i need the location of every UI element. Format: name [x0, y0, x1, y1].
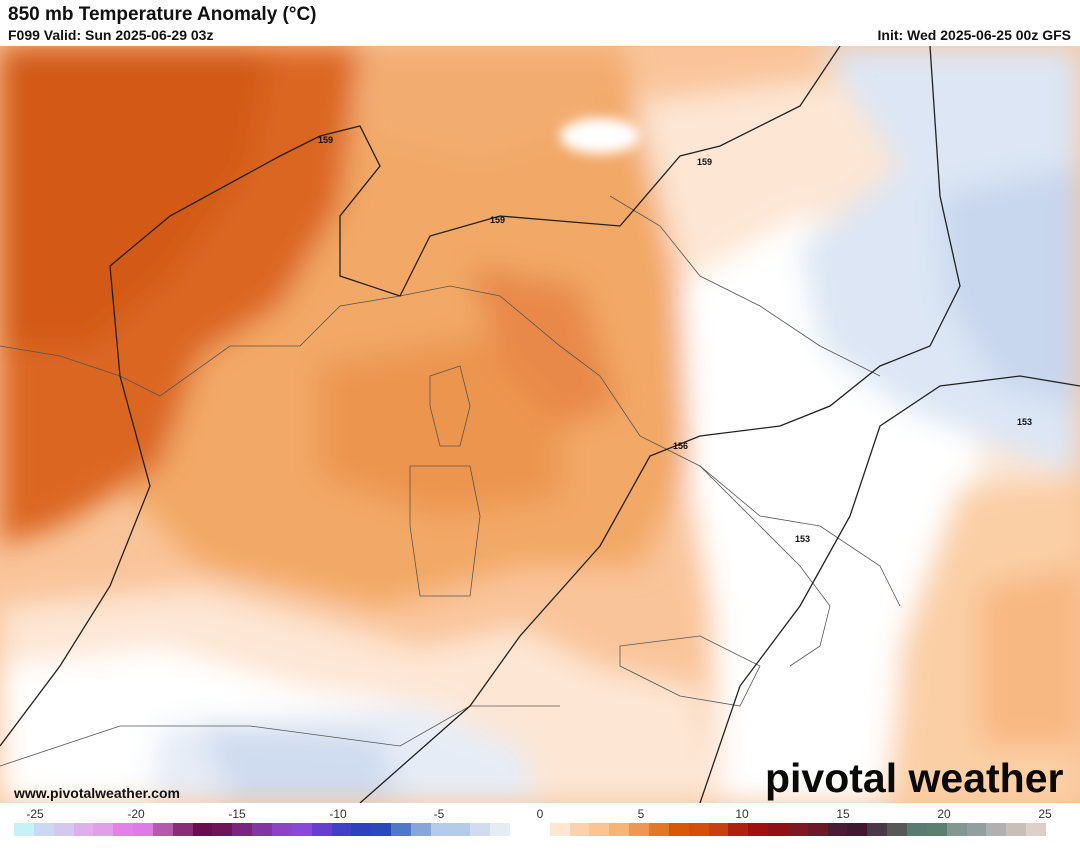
colorbar-cell [172, 823, 193, 836]
colorbar-cell [688, 823, 709, 836]
colorbar-cell [410, 823, 431, 836]
colorbar-cell [986, 823, 1007, 836]
colorbar-tick-label: 15 [836, 807, 850, 821]
colorbar-cell [331, 823, 352, 836]
colorbar-tick-label: 25 [1038, 807, 1052, 821]
colorbar-tick-label: 10 [735, 807, 749, 821]
colorbar-cell [1026, 823, 1046, 836]
colorbar-cell [708, 823, 729, 836]
colorbar-cell [371, 823, 392, 836]
colorbar-cell [14, 823, 34, 836]
colorbar-cell [787, 823, 808, 836]
pivotal-weather-logo: pivotal weather [765, 755, 1063, 802]
colorbar-cell [271, 823, 292, 836]
colorbar-cell [926, 823, 947, 836]
colorbar-cell [470, 823, 491, 836]
colorbar-cell [549, 823, 570, 836]
contour-label: 153 [1017, 417, 1032, 427]
contour-label: 156 [673, 441, 688, 451]
colorbar-cell [152, 823, 173, 836]
colorbar-cell [73, 823, 94, 836]
colorbar-cell [232, 823, 253, 836]
colorbar-cell [490, 823, 511, 836]
coastlines [0, 195, 901, 767]
colorbar-cell [589, 823, 610, 836]
colorbar-cell [53, 823, 74, 836]
colorbar-cell [33, 823, 54, 836]
colorbar-cell [291, 823, 312, 836]
colorbar-cell [430, 823, 451, 836]
colorbar-cell [93, 823, 114, 836]
colorbar-ticks: -25 -20 -15 -10 -5 0 5 10 15 20 25 [0, 807, 1080, 823]
contour-label: 159 [318, 135, 333, 145]
colorbar-cell [728, 823, 749, 836]
colorbar-cell [529, 823, 550, 836]
colorbar-tick-label: 0 [536, 807, 544, 821]
colorbar-cell [946, 823, 967, 836]
colorbar-cells [14, 823, 1046, 836]
colorbar: -25 -20 -15 -10 -5 0 5 10 15 20 25 [0, 803, 1080, 851]
colorbar-cell [629, 823, 649, 836]
website-watermark: www.pivotalweather.com [14, 785, 180, 801]
header: 850 mb Temperature Anomaly (°C) F099 Val… [0, 0, 1080, 46]
colorbar-tick-label: -5 [433, 807, 445, 821]
colorbar-tick-label: 5 [637, 807, 645, 821]
colorbar-cell [867, 823, 888, 836]
colorbar-cell [569, 823, 590, 836]
contour-label: 159 [490, 215, 505, 225]
map-title: 850 mb Temperature Anomaly (°C) [8, 4, 317, 25]
colorbar-cell [192, 823, 213, 836]
colorbar-cell [113, 823, 134, 836]
colorbar-cell [966, 823, 987, 836]
colorbar-cell [1006, 823, 1027, 836]
contour-label: 153 [795, 534, 810, 544]
colorbar-cell [649, 823, 669, 836]
colorbar-tick-label: -10 [329, 807, 347, 821]
colorbar-cell [351, 823, 372, 836]
colorbar-cell [887, 823, 907, 836]
colorbar-cell [450, 823, 471, 836]
colorbar-tick-label: 20 [937, 807, 951, 821]
colorbar-cell [906, 823, 927, 836]
colorbar-cell [668, 823, 689, 836]
height-contours [0, 46, 1080, 803]
colorbar-tick-label: -25 [26, 807, 44, 821]
colorbar-cell [807, 823, 828, 836]
colorbar-tick-label: -15 [228, 807, 246, 821]
init-time: Init: Wed 2025-06-25 00z GFS [877, 27, 1071, 43]
colorbar-cell [768, 823, 788, 836]
colorbar-cell [827, 823, 848, 836]
colorbar-cell [252, 823, 272, 836]
colorbar-cell [748, 823, 769, 836]
valid-time: F099 Valid: Sun 2025-06-29 03z [8, 27, 214, 43]
colorbar-tick-label: -20 [127, 807, 145, 821]
colorbar-cell [391, 823, 411, 836]
colorbar-cell [510, 823, 530, 836]
colorbar-cell [212, 823, 233, 836]
contour-label: 159 [697, 157, 712, 167]
colorbar-cell [609, 823, 630, 836]
temperature-anomaly-map: 159 159 159 156 153 153 [0, 46, 1080, 803]
colorbar-cell [847, 823, 868, 836]
colorbar-cell [133, 823, 153, 836]
colorbar-cell [311, 823, 332, 836]
anomaly-fill [0, 46, 1080, 803]
logo-text: pivotal weather [765, 755, 1064, 801]
